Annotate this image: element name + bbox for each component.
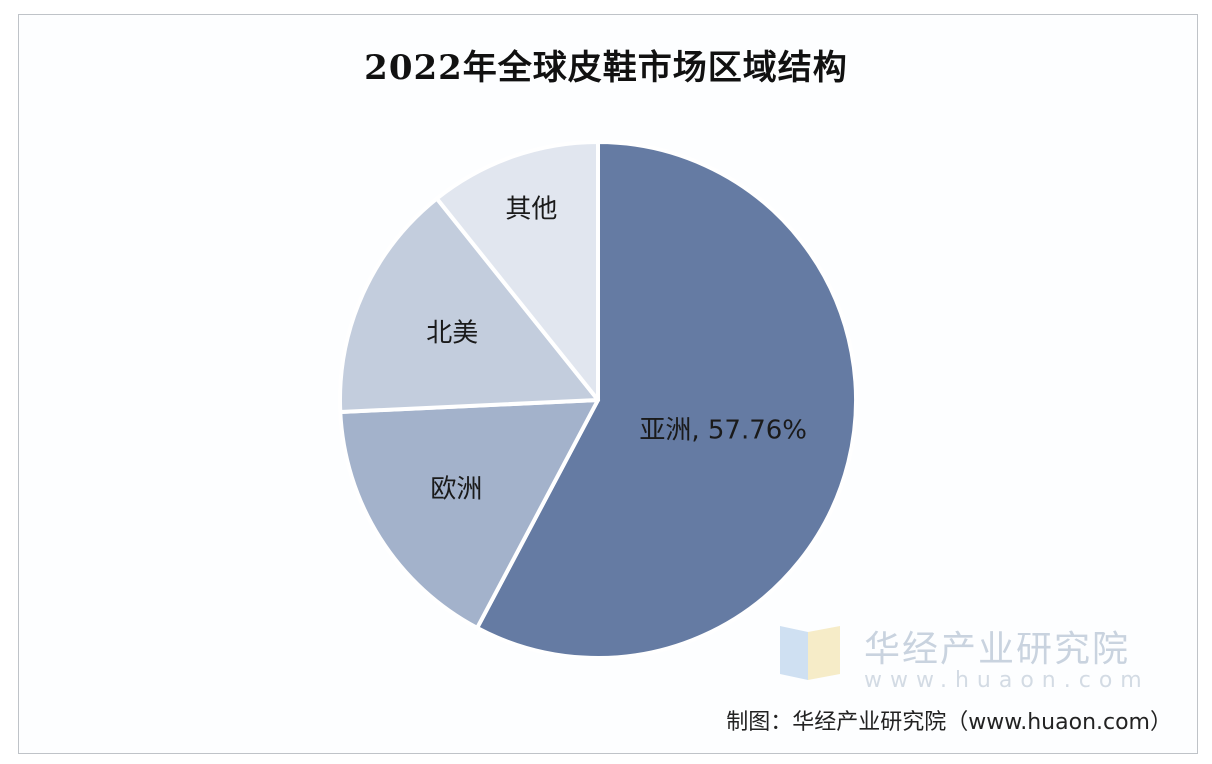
pie-label-2: 欧洲: [430, 474, 482, 504]
watermark-logo-icon: [780, 626, 840, 680]
watermark-name: 华经产业研究院: [864, 629, 1131, 670]
chart-title: 2022年全球皮鞋市场区域结构: [364, 48, 848, 88]
pie-slice-1: [475, 140, 858, 660]
pie-slice-2: [338, 398, 600, 630]
source-note: 制图：华经产业研究院（www.huaon.com）: [726, 710, 1172, 735]
watermark: 华经产业研究院 www.huaon.com: [778, 618, 1158, 698]
pie-label-3: 北美: [426, 319, 478, 349]
pie-slice-3: [338, 196, 600, 414]
pie-label-1: 亚洲, 57.76%: [639, 416, 807, 446]
watermark-url: www.huaon.com: [864, 668, 1150, 693]
pie-slice-4: [434, 140, 600, 402]
pie-label-4: 其他: [505, 195, 557, 225]
